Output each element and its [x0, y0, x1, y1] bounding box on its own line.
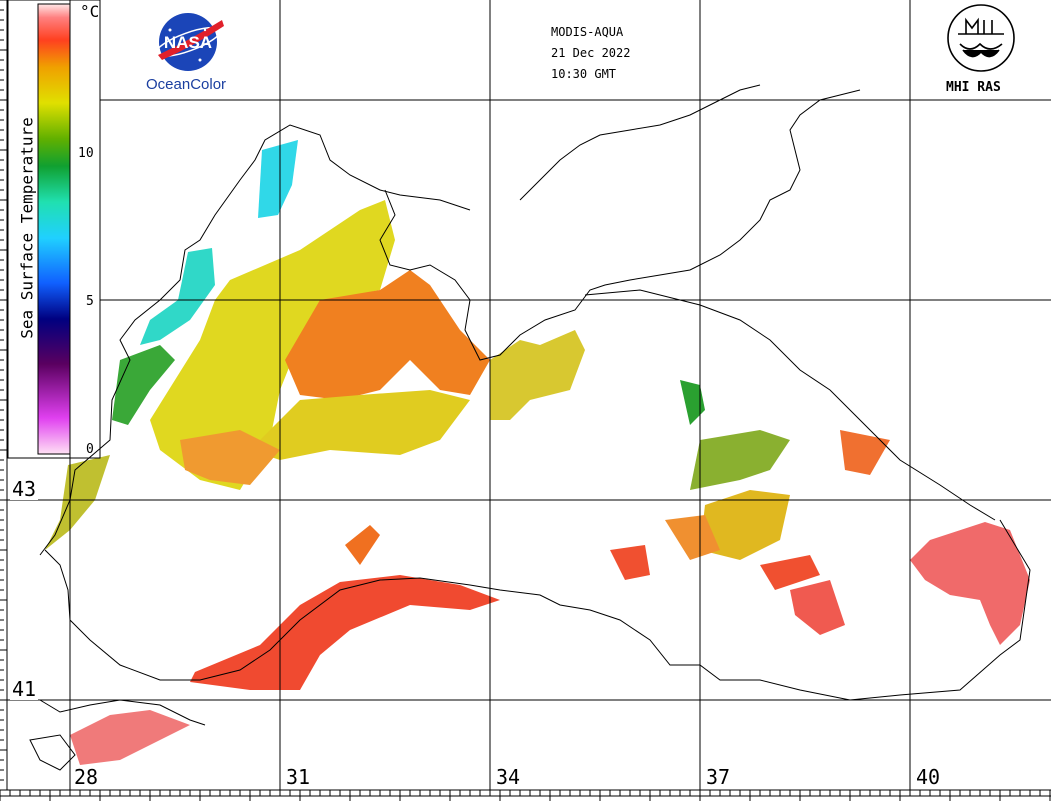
sst-patch-marmara: [70, 710, 190, 765]
acquisition-date: 21 Dec 2022: [551, 46, 631, 60]
sst-patch-anatolia-east: [790, 580, 845, 635]
mhi-ras-emblem-icon: [947, 4, 1015, 72]
sst-patch-east-mixed: [690, 430, 790, 490]
nasa-caption: OceanColor: [146, 76, 227, 93]
sst-patches: [45, 140, 1030, 765]
sst-patch-orange-south: [180, 430, 280, 485]
lon-label-34: 34: [494, 765, 523, 789]
sst-patch-kerch-yellow: [490, 330, 585, 420]
nasa-meatball-icon: [155, 13, 224, 71]
coastline-crimea: [379, 89, 861, 361]
sst-patch-east-orange: [665, 515, 720, 560]
sst-patch-nw-cool: [258, 140, 298, 218]
sst-patch-ne-orange: [840, 430, 890, 475]
sst-patch-south-warm: [190, 575, 500, 690]
acquisition-time: 10:30 GMT: [551, 67, 617, 81]
coastline-anatolia: [44, 519, 1031, 701]
sst-patch-east-green: [680, 380, 705, 425]
mhi-caption: MHI RAS: [946, 80, 1001, 95]
sst-patch-east-pair1: [610, 545, 650, 580]
sst-patch-bulgaria: [45, 455, 110, 550]
coastline-azov: [519, 84, 761, 201]
lon-label-28: 28: [72, 765, 101, 789]
legend-background: [7, 0, 101, 459]
acquisition-header: MODIS-AQUA 21 Dec 2022 10:30 GMT: [551, 22, 630, 85]
sst-patch-central-orange: [285, 270, 490, 400]
lat-label-43: 43: [10, 477, 39, 501]
legend-tick-10: 10: [78, 146, 94, 161]
sensor-name: MODIS-AQUA: [551, 25, 624, 39]
sst-patch-se-corner: [910, 522, 1030, 645]
sst-patch-central-yellow: [250, 390, 470, 460]
sst-patch-west-yellow: [150, 200, 395, 490]
sst-patch-danube-cool: [140, 248, 215, 345]
lon-label-40: 40: [914, 765, 943, 789]
sst-patch-south-orange: [345, 525, 380, 565]
legend-tick-5: 5: [86, 294, 94, 309]
sst-patch-east-pair2: [760, 555, 820, 590]
lat-label-41: 41: [10, 677, 39, 701]
legend-title: Sea Surface Temperature: [17, 117, 37, 339]
lon-label-31: 31: [284, 765, 313, 789]
legend-unit-label: °C: [80, 2, 100, 21]
coastline-west-north: [39, 124, 471, 556]
coastline-marmara: [29, 734, 76, 771]
lon-label-37: 37: [704, 765, 733, 789]
nasa-badge-text: NASA: [164, 33, 212, 52]
legend-tick-0: 0: [86, 442, 94, 457]
legend-color-bar: [37, 3, 71, 455]
coastline-caucasus: [584, 289, 996, 521]
sst-patch-east-yellow: [700, 490, 790, 560]
